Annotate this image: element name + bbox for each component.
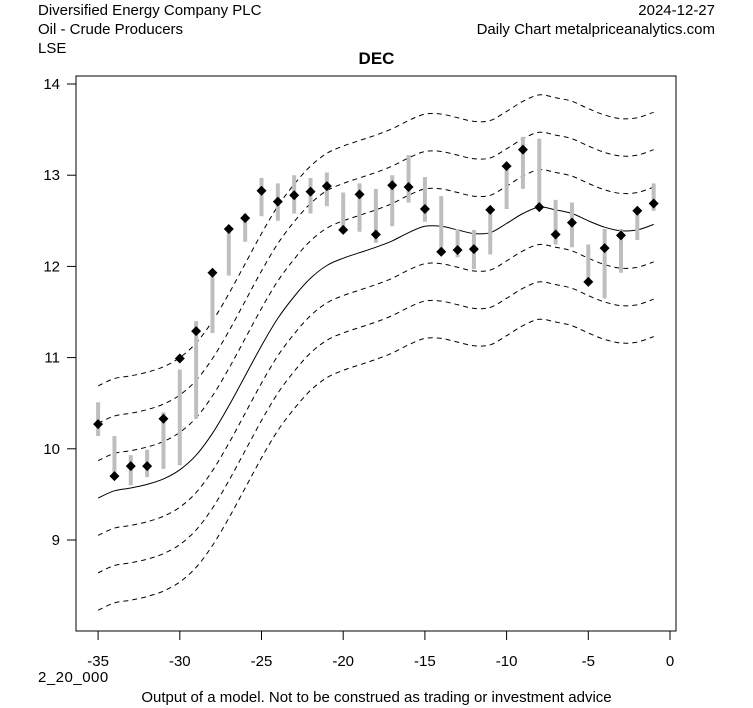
x-tick-label: 0 [666,653,674,670]
close-marker [207,267,218,278]
close-marker [403,182,414,193]
close-marker [93,419,104,430]
close-marker [158,413,169,424]
y-tick-label: 11 [44,350,60,367]
header-right: 2024-12-27 Daily Chart metalpriceanalyti… [477,1,715,39]
close-marker [387,180,398,191]
y-tick-label: 10 [43,441,60,458]
close-marker [191,326,202,337]
close-marker [468,244,479,255]
x-tick-label: -15 [414,653,436,670]
close-marker [109,471,120,482]
model-band-line [97,243,654,536]
close-marker [272,196,283,207]
close-marker [305,186,316,197]
close-marker [419,203,430,214]
y-tick-label: 9 [52,532,60,549]
close-marker [550,229,561,240]
x-tick-label: -35 [87,653,109,670]
close-marker [142,461,153,472]
model-band-line [97,94,654,387]
close-marker [583,276,594,287]
y-tick-label: 12 [43,258,60,275]
chart-source: Daily Chart metalpriceanalytics.com [476,21,715,38]
x-tick-label: -30 [169,653,191,670]
price-range-bars [96,136,656,486]
close-marker [517,144,528,155]
x-tick-label: -20 [332,653,354,670]
x-tick-label: -10 [496,653,518,670]
y-tick-label: 14 [43,76,60,93]
y-tick-label: 13 [43,167,60,184]
plot-frame [75,75,677,632]
close-marker [240,213,251,224]
close-marker [534,202,545,213]
model-band-line [97,169,654,462]
close-marker [632,205,643,216]
x-tick-label: -25 [251,653,273,670]
close-marker [436,246,447,257]
model-code: 2_20_000 [38,669,109,686]
close-marker [566,217,577,228]
close-marker [599,243,610,254]
header-left: Diversified Energy Company PLC Oil - Cru… [38,1,261,58]
close-marker [615,230,626,241]
close-markers [93,144,659,482]
chart-title: DEC [358,49,395,68]
close-marker [256,185,267,196]
close-marker [125,461,136,472]
x-axis: -35 -30 -25 -20 -15 -10 -5 0 [87,631,674,670]
close-marker [370,229,381,240]
company-name: Diversified Energy Company PLC [38,2,262,19]
close-marker [338,224,349,235]
close-marker [354,189,365,200]
sector-label: Oil - Crude Producers [38,21,184,38]
close-marker [452,244,463,255]
x-tick-label: -5 [582,653,595,670]
model-center-line [97,206,654,499]
model-band-line [97,281,654,574]
exchange-label: LSE [38,40,67,57]
disclaimer: Output of a model. Not to be construed a… [141,689,612,706]
close-marker [648,198,659,209]
close-marker [223,224,234,235]
close-marker [174,353,185,364]
model-band-line [97,131,654,424]
model-bands [97,94,654,611]
model-band-line [97,318,654,611]
close-marker [321,181,332,192]
y-axis: 9 10 11 12 13 14 [43,76,76,549]
close-marker [289,190,300,201]
chart-date: 2024-12-27 [638,2,715,19]
close-marker [501,161,512,172]
close-marker [485,204,496,215]
